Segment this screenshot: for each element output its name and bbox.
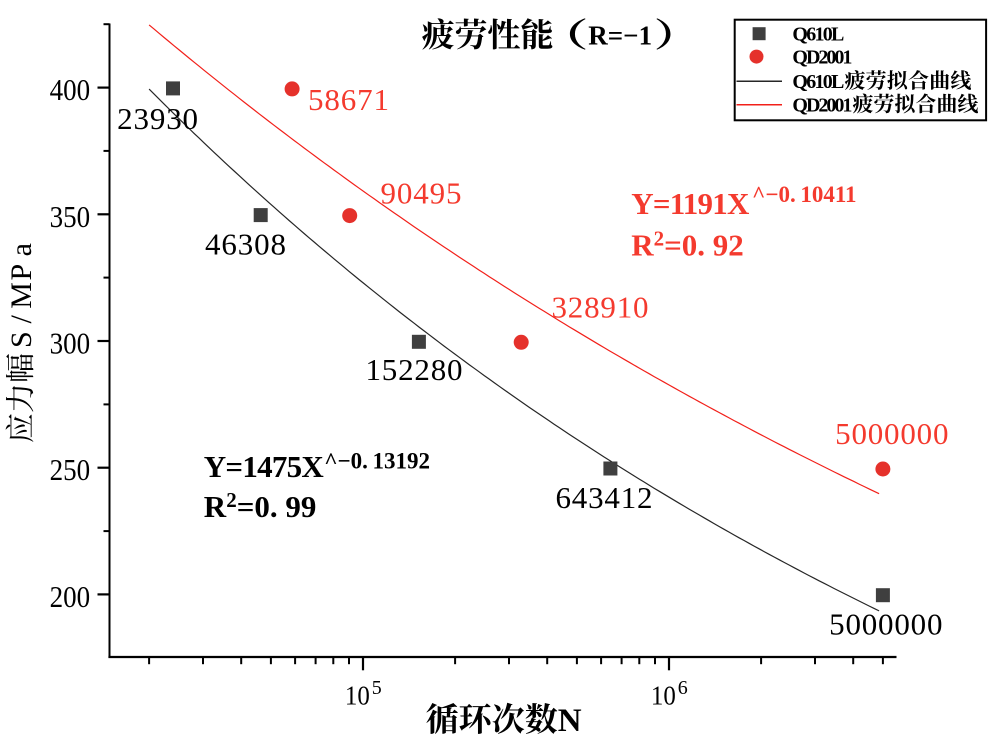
svg-text:Q610L: Q610L: [792, 71, 844, 93]
svg-text:R=−1: R=−1: [588, 20, 652, 50]
svg-text:23930: 23930: [117, 101, 198, 136]
svg-text:QD2001: QD2001: [792, 47, 852, 69]
svg-text:Q610L: Q610L: [792, 24, 844, 46]
svg-text:10: 10: [651, 680, 676, 710]
svg-text:R2=0. 99: R2=0. 99: [204, 488, 317, 524]
svg-text:/: /: [5, 314, 38, 323]
svg-text:10: 10: [345, 680, 370, 710]
svg-text:^−0. 13192: ^−0. 13192: [324, 448, 430, 473]
svg-text:5000000: 5000000: [835, 416, 948, 451]
svg-text:46308: 46308: [205, 226, 286, 261]
svg-text:200: 200: [50, 579, 91, 614]
svg-text:5000000: 5000000: [829, 607, 942, 642]
svg-text:R2=0. 92: R2=0. 92: [631, 226, 744, 262]
svg-text:Y=1191X: Y=1191X: [631, 186, 750, 221]
svg-text:300: 300: [50, 326, 91, 361]
svg-text:M: M: [5, 282, 38, 309]
svg-text:643412: 643412: [555, 480, 652, 515]
svg-text:S: S: [5, 331, 38, 348]
svg-text:6: 6: [678, 677, 688, 699]
svg-text:Y=1475X: Y=1475X: [204, 449, 325, 484]
svg-text:58671: 58671: [308, 82, 389, 117]
svg-text:^−0. 10411: ^−0. 10411: [752, 182, 857, 207]
svg-text:P: P: [5, 264, 38, 281]
svg-text:N: N: [558, 703, 582, 739]
svg-text:250: 250: [50, 452, 91, 487]
svg-text:328910: 328910: [551, 290, 648, 325]
svg-text:400: 400: [50, 72, 91, 107]
svg-text:350: 350: [50, 199, 91, 234]
svg-text:90495: 90495: [381, 176, 462, 211]
svg-text:a: a: [5, 243, 38, 256]
svg-text:5: 5: [372, 677, 382, 699]
svg-text:QD2001: QD2001: [792, 94, 852, 116]
svg-text:152280: 152280: [365, 352, 462, 387]
